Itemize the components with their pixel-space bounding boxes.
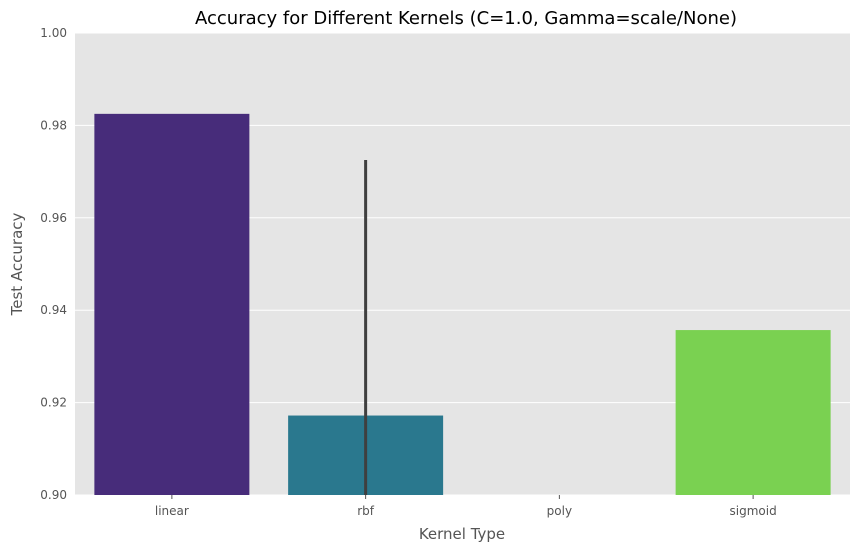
y-tick-label: 0.90 [40, 488, 67, 502]
y-axis-ticks: 0.90 0.92 0.94 0.96 0.98 1.00 [40, 26, 67, 502]
x-tick-label-rbf: rbf [357, 504, 375, 518]
bar-sigmoid [675, 330, 831, 495]
y-tick-label: 0.92 [40, 396, 67, 410]
y-tick-label: 0.94 [40, 303, 67, 317]
y-tick-label: 0.96 [40, 211, 67, 225]
y-tick-label: 0.98 [40, 118, 67, 132]
chart-title: Accuracy for Different Kernels (C=1.0, G… [195, 8, 737, 29]
y-axis-label: Test Accuracy [8, 212, 26, 316]
x-tick-label-poly: poly [547, 504, 572, 518]
bar-linear [94, 113, 250, 495]
x-tick-label-linear: linear [155, 504, 189, 518]
y-tick-label: 1.00 [40, 26, 67, 40]
x-axis-ticks: linear rbf poly sigmoid [155, 495, 777, 518]
x-tick-label-sigmoid: sigmoid [730, 504, 777, 518]
x-axis-label: Kernel Type [419, 525, 505, 543]
